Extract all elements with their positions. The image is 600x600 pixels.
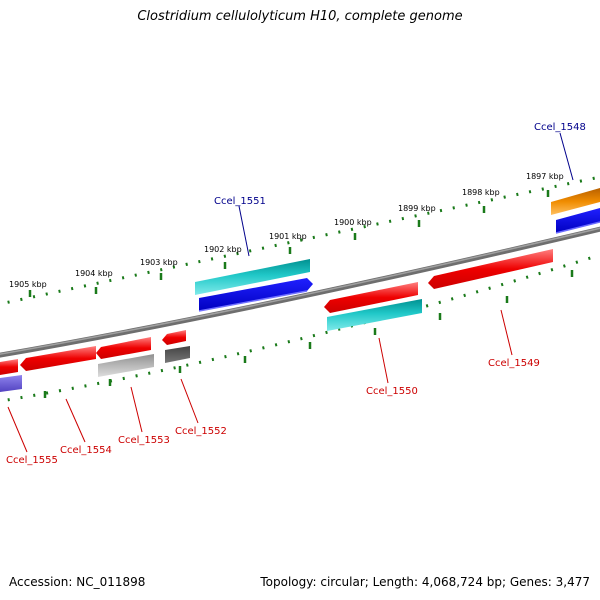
gene-label-ccel-1554[interactable]: Ccel_1554 bbox=[60, 445, 112, 456]
inner-major-ticks bbox=[43, 270, 574, 398]
map-title: Clostridium cellulolyticum H10, complete… bbox=[137, 9, 463, 24]
leader-ccel-1553 bbox=[130, 386, 143, 433]
scale-label-1897: 1897 kbp bbox=[526, 172, 564, 181]
gene-label-ccel-1548[interactable]: Ccel_1548 bbox=[534, 122, 586, 133]
gene-ccel-1553[interactable] bbox=[96, 337, 151, 359]
gene-label-ccel-1550[interactable]: Ccel_1550 bbox=[366, 386, 418, 397]
scale-label-1902: 1902 kbp bbox=[204, 245, 242, 254]
topology-summary: Topology: circular; Length: 4,068,724 bp… bbox=[260, 575, 590, 589]
gene-ccel-1551[interactable] bbox=[199, 278, 313, 311]
inner-scale-ring bbox=[0, 253, 600, 403]
leader-ccel-1551 bbox=[238, 205, 250, 257]
scale-label-1904: 1904 kbp bbox=[75, 269, 113, 278]
gene-ccel-1548-orange[interactable] bbox=[551, 188, 600, 215]
gene-label-ccel-1552[interactable]: Ccel_1552 bbox=[175, 426, 227, 437]
gene-ccel-1552[interactable] bbox=[162, 330, 186, 345]
scale-label-1898: 1898 kbp bbox=[462, 188, 500, 197]
gene-ccel-1553-grey[interactable] bbox=[98, 354, 154, 377]
genome-backbone-highlight bbox=[0, 227, 600, 355]
gene-ccel-1550-cyan[interactable] bbox=[327, 299, 422, 331]
outer-major-ticks bbox=[28, 190, 550, 297]
genome-backbone bbox=[0, 226, 600, 358]
scale-label-1900: 1900 kbp bbox=[334, 218, 372, 227]
gene-ccel-1555[interactable] bbox=[0, 359, 18, 375]
gene-label-ccel-1549[interactable]: Ccel_1549 bbox=[488, 358, 540, 369]
outer-scale-ring bbox=[0, 175, 600, 306]
scale-label-1903: 1903 kbp bbox=[140, 258, 178, 267]
scale-label-1905: 1905 kbp bbox=[9, 280, 47, 289]
leader-ccel-1555 bbox=[7, 406, 28, 453]
leader-ccel-1554 bbox=[65, 398, 86, 443]
accession-label: Accession: NC_011898 bbox=[9, 575, 146, 589]
gene-ccel-1554[interactable] bbox=[20, 346, 96, 371]
gene-ccel-1548[interactable] bbox=[556, 208, 600, 233]
gene-ccel-1550[interactable] bbox=[324, 282, 418, 313]
gene-label-ccel-1551[interactable]: Ccel_1551 bbox=[214, 196, 266, 207]
gene-ccel-1555-purple[interactable] bbox=[0, 375, 22, 392]
leader-ccel-1548 bbox=[559, 132, 574, 181]
leader-ccel-1549 bbox=[500, 309, 513, 356]
gene-ccel-1551-cyan[interactable] bbox=[195, 259, 310, 295]
gene-label-ccel-1553[interactable]: Ccel_1553 bbox=[118, 435, 170, 446]
leader-ccel-1550 bbox=[378, 337, 389, 384]
gene-ccel-1549[interactable] bbox=[428, 249, 553, 289]
gene-label-ccel-1555[interactable]: Ccel_1555 bbox=[6, 455, 58, 466]
gene-ccel-1552-grey[interactable] bbox=[165, 346, 190, 363]
leader-ccel-1552 bbox=[180, 378, 199, 424]
scale-label-1901: 1901 kbp bbox=[269, 232, 307, 241]
scale-label-1899: 1899 kbp bbox=[398, 204, 436, 213]
